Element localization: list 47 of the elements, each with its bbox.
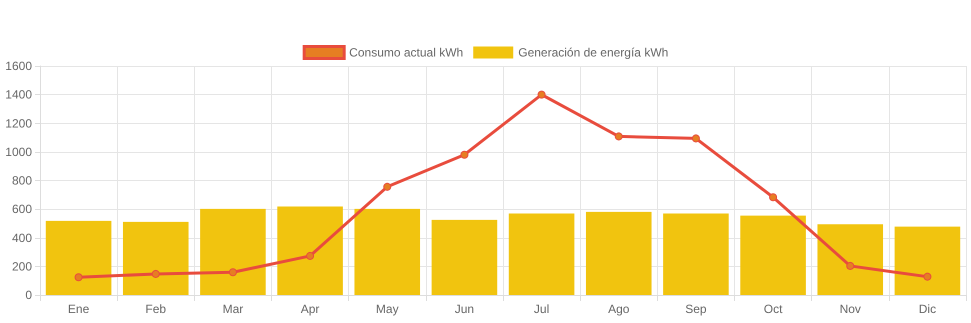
point bbox=[692, 134, 700, 142]
point bbox=[846, 262, 854, 270]
x-tick-label: Ago bbox=[608, 302, 630, 316]
bar bbox=[200, 208, 266, 295]
bar bbox=[740, 216, 806, 295]
x-tick-label: Mar bbox=[222, 302, 244, 316]
bar bbox=[586, 212, 652, 295]
bar bbox=[894, 226, 960, 295]
y-tick-label: 400 bbox=[12, 230, 32, 245]
x-tick-label: Jul bbox=[534, 302, 550, 316]
y-tick-label: 200 bbox=[12, 259, 32, 274]
bar bbox=[432, 220, 498, 295]
y-tick-label: 0 bbox=[25, 288, 32, 302]
point bbox=[306, 252, 314, 260]
point bbox=[228, 268, 237, 276]
bar bbox=[122, 222, 189, 295]
y-tick-label: 1000 bbox=[5, 144, 32, 159]
point bbox=[769, 193, 778, 202]
bar bbox=[46, 220, 112, 295]
y-tick-label: 600 bbox=[12, 202, 32, 216]
y-tick-label: 800 bbox=[12, 174, 32, 188]
point bbox=[538, 90, 546, 99]
point bbox=[614, 132, 623, 140]
bar bbox=[817, 224, 884, 295]
y-tick-label: 1400 bbox=[5, 88, 32, 102]
legend-label: Generación de energía kWh bbox=[518, 46, 668, 60]
point bbox=[923, 272, 932, 281]
point bbox=[74, 273, 83, 282]
x-tick-label: Apr bbox=[300, 302, 320, 316]
x-tick-label: Feb bbox=[145, 302, 166, 316]
bar bbox=[508, 214, 574, 295]
point bbox=[383, 182, 392, 191]
x-tick-label: Jun bbox=[454, 302, 474, 316]
point bbox=[152, 270, 160, 278]
x-tick-label: Oct bbox=[764, 302, 784, 316]
bar bbox=[277, 206, 343, 295]
x-tick-label: Nov bbox=[840, 302, 861, 316]
bar bbox=[354, 208, 420, 295]
point bbox=[460, 150, 468, 159]
x-tick-label: May bbox=[376, 302, 399, 316]
y-tick-label: 1200 bbox=[5, 116, 32, 130]
x-tick-label: Sep bbox=[685, 302, 707, 316]
y-tick-label: 1600 bbox=[5, 59, 32, 73]
x-tick-label: Dic bbox=[918, 302, 936, 316]
bar bbox=[663, 214, 729, 295]
legend-label: Consumo actual kWh bbox=[349, 46, 464, 60]
x-tick-label: Ene bbox=[68, 302, 90, 316]
